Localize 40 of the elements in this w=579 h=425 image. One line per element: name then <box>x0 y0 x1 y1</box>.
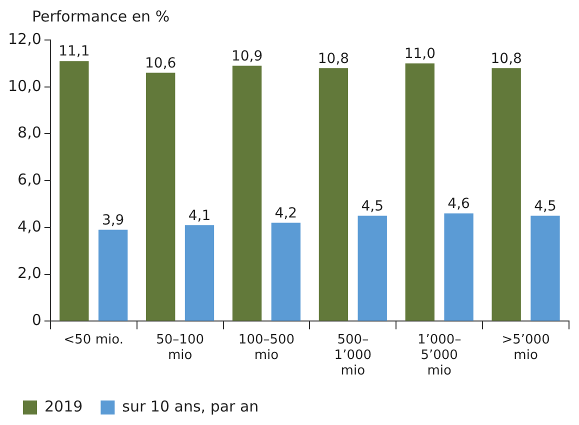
bar <box>358 216 387 321</box>
y-tick-label: 6,0 <box>18 170 42 188</box>
data-label: 11,1 <box>58 44 90 60</box>
legend-label: sur 10 ans, par an <box>122 397 259 416</box>
bar <box>530 216 560 321</box>
x-tick-label: 50–100 mio <box>156 332 204 363</box>
bar <box>184 225 214 321</box>
bar <box>60 61 89 321</box>
data-label: 4,5 <box>534 198 556 214</box>
x-tick-label: 100–500 mio <box>238 332 295 363</box>
data-label: 11,0 <box>404 46 436 62</box>
bar <box>98 230 128 321</box>
bar <box>492 68 521 321</box>
y-tick-label: 4,0 <box>18 217 42 236</box>
y-tick-label: 0 <box>32 311 42 330</box>
data-label: 10,8 <box>318 50 350 67</box>
data-label: 4,6 <box>448 196 470 212</box>
bar <box>232 66 262 321</box>
legend-label: 2019 <box>44 397 83 416</box>
bar <box>444 213 474 321</box>
data-label: 10,8 <box>490 50 522 67</box>
y-tick-label: 12,0 <box>8 30 42 48</box>
bar <box>146 72 176 321</box>
x-tick-label: >5’000 mio <box>502 332 550 363</box>
x-tick-label: <50 mio. <box>64 332 124 348</box>
data-label: 3,9 <box>102 212 124 228</box>
y-tick-label: 8,0 <box>18 124 42 142</box>
y-tick-label: 2,0 <box>18 264 42 282</box>
bar <box>271 222 301 321</box>
y-tick-label: 10,0 <box>8 76 42 95</box>
data-label: 4,1 <box>188 208 211 224</box>
data-label: 4,2 <box>274 205 298 222</box>
y-axis-title: Performance en % <box>32 7 170 26</box>
data-label: 4,5 <box>361 198 384 214</box>
data-label: 10,9 <box>231 48 263 64</box>
bar <box>405 63 434 321</box>
x-tick-label: 1’000–5’000 mio <box>417 332 462 379</box>
bar <box>318 68 348 321</box>
x-tick-label: 500–1’000 mio <box>334 332 372 379</box>
data-label: 10,6 <box>145 55 176 72</box>
